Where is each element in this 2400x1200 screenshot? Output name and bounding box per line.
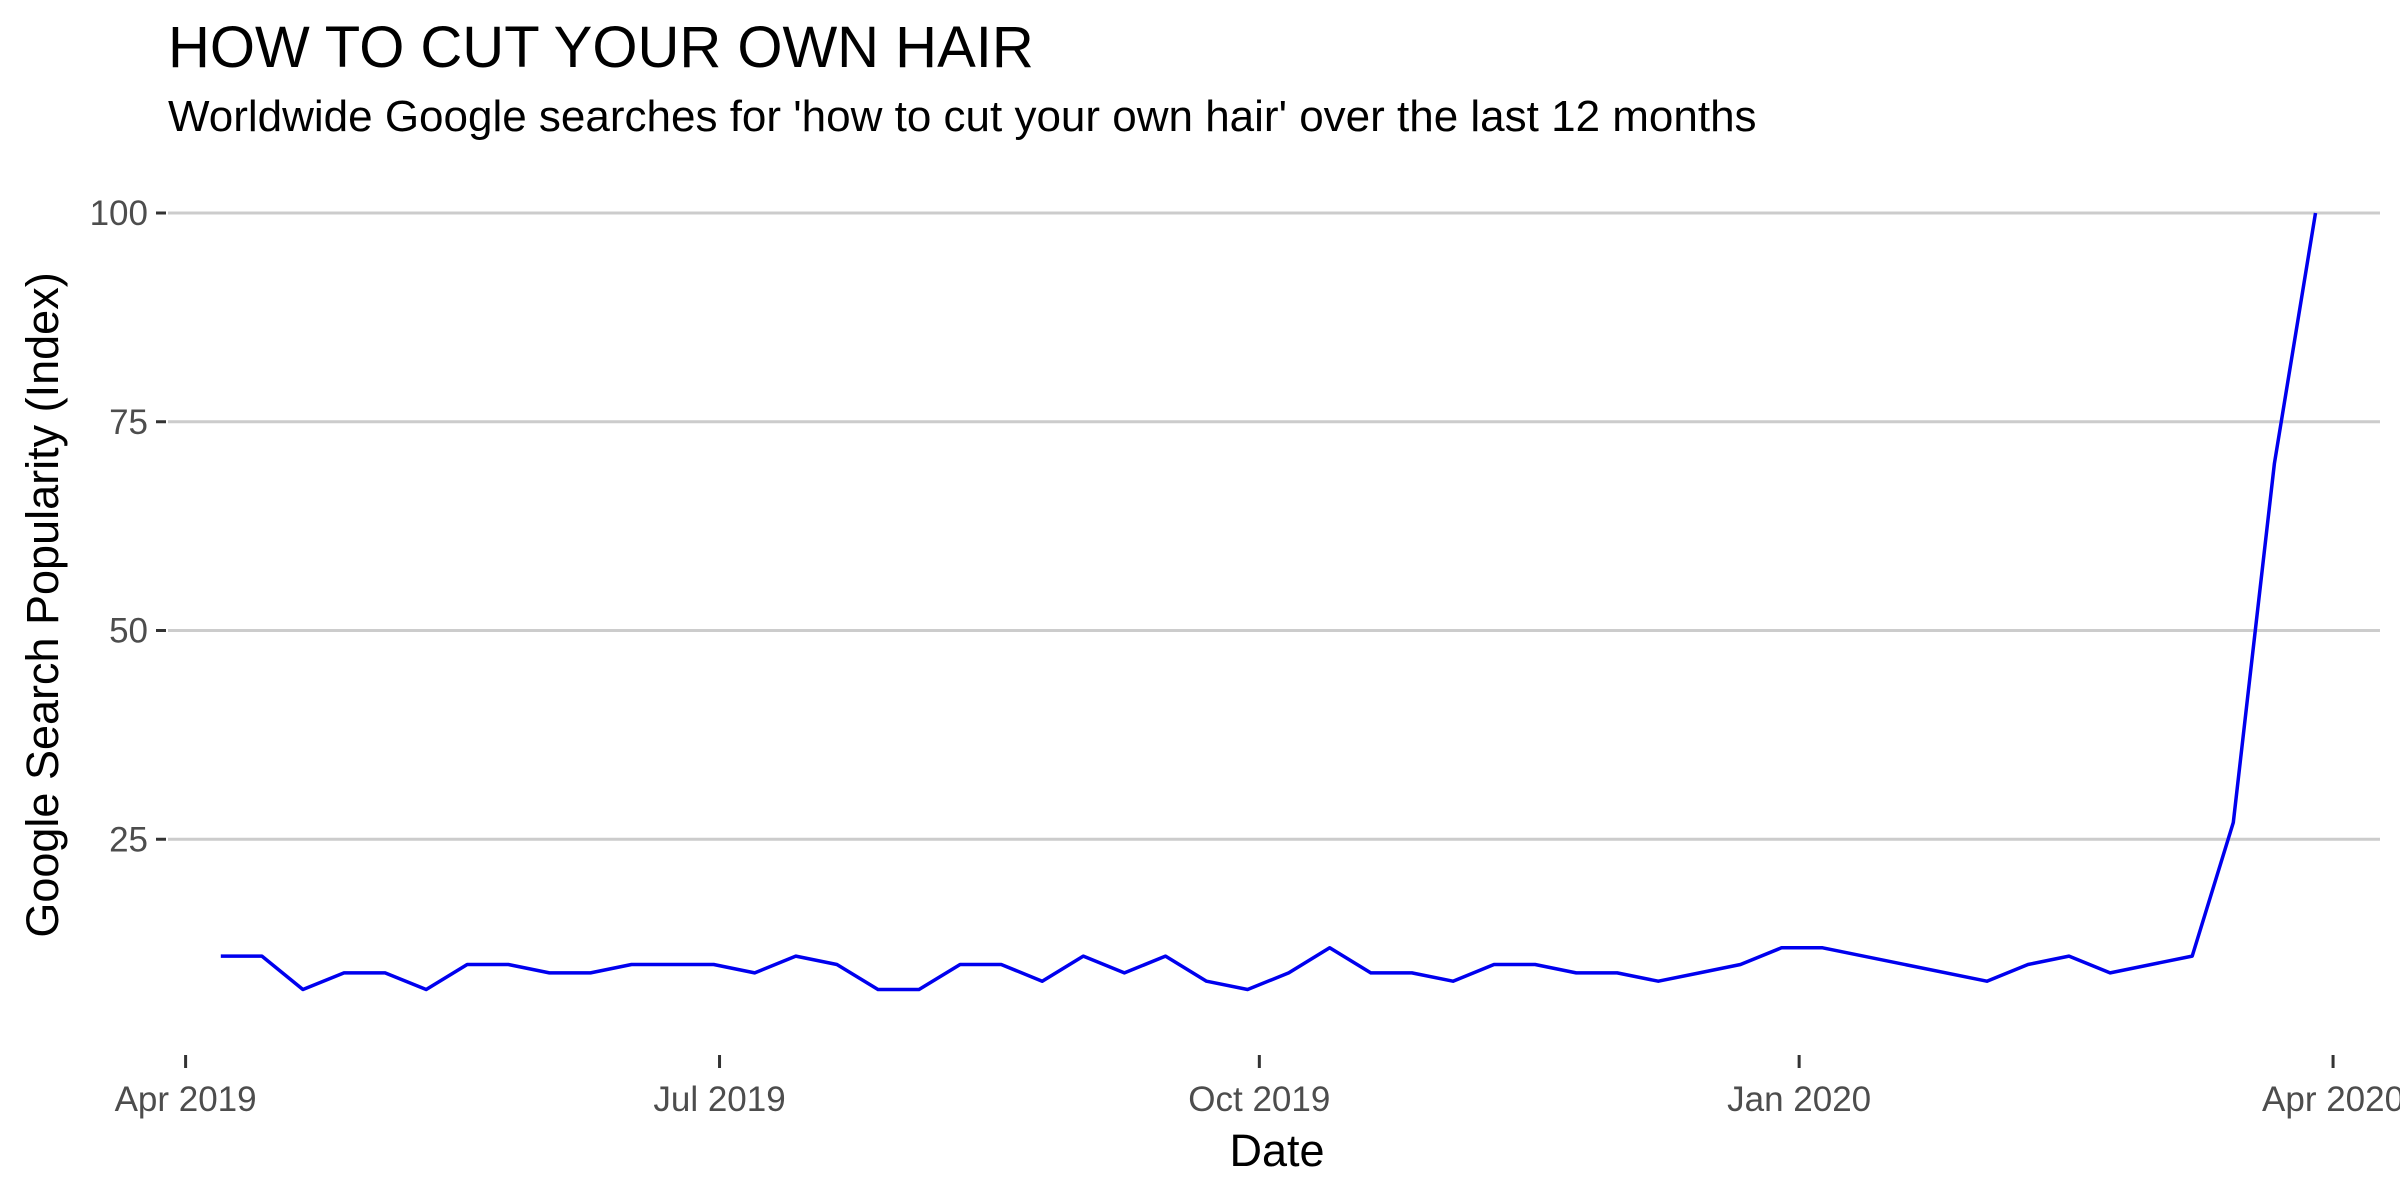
- x-tick-label-0: Apr 2019: [115, 1080, 257, 1119]
- x-axis: Apr 2019 Jul 2019 Oct 2019 Jan 2020 Apr 2020: [115, 1055, 2400, 1119]
- chart-title: HOW TO CUT YOUR OWN HAIR: [168, 15, 1034, 80]
- x-tick-label-4: Apr 2020: [2262, 1080, 2400, 1119]
- y-axis: 25 50 75 100: [90, 194, 166, 859]
- y-axis-title: Google Search Popularity (Index): [17, 272, 68, 937]
- chart-subtitle: Worldwide Google searches for 'how to cu…: [168, 92, 1757, 141]
- y-tick-label-50: 50: [109, 612, 148, 651]
- x-axis-title: Date: [1229, 1125, 1324, 1176]
- gridlines: [168, 211, 2380, 841]
- y-tick-label-75: 75: [109, 403, 148, 442]
- series-line: [220, 212, 2318, 992]
- x-tick-label-3: Jan 2020: [1727, 1080, 1871, 1119]
- y-tick-label-100: 100: [90, 194, 148, 233]
- y-tick-label-25: 25: [109, 820, 148, 859]
- x-tick-label-1: Jul 2019: [653, 1080, 785, 1119]
- x-tick-label-2: Oct 2019: [1188, 1080, 1330, 1119]
